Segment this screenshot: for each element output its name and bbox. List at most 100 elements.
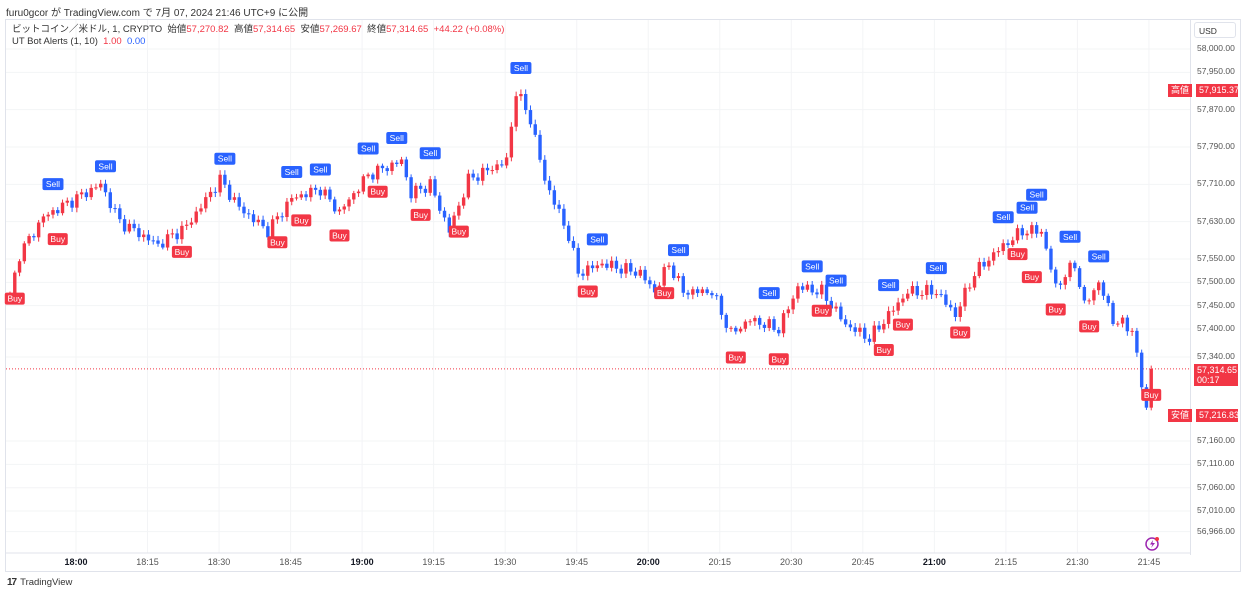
candle-body bbox=[390, 162, 394, 172]
candle-body bbox=[853, 327, 857, 332]
candle-body bbox=[614, 260, 619, 269]
candle-body bbox=[347, 199, 351, 207]
candle-body bbox=[189, 222, 194, 225]
candle-body bbox=[70, 200, 74, 208]
candle-body bbox=[199, 208, 203, 212]
candle-body bbox=[161, 243, 165, 248]
open-label: 始値 bbox=[167, 24, 187, 35]
candle-body bbox=[328, 189, 332, 200]
signal-label: Buy bbox=[876, 345, 891, 355]
candle-body bbox=[56, 210, 60, 214]
candle-body bbox=[896, 302, 900, 311]
candle-body bbox=[710, 293, 714, 296]
candle-body bbox=[643, 269, 647, 281]
low-tag-label: 安値 bbox=[1168, 409, 1193, 422]
sell-signal: Sell bbox=[214, 152, 236, 165]
signal-label: Sell bbox=[390, 133, 404, 143]
signal-box bbox=[448, 225, 469, 238]
candle-body bbox=[1063, 277, 1067, 285]
low-value: 57,269.67 bbox=[319, 24, 362, 35]
sell-signal: Sell bbox=[1088, 250, 1110, 263]
candle-body bbox=[1006, 243, 1010, 246]
candle-body bbox=[1120, 317, 1125, 324]
price-label: 57,340.00 bbox=[1197, 351, 1235, 362]
open-value: 57,270.82 bbox=[186, 24, 229, 35]
buy-signal: Buy bbox=[1141, 388, 1162, 401]
candle-body bbox=[142, 234, 146, 238]
candle-body bbox=[1068, 262, 1072, 278]
candle-body bbox=[953, 307, 958, 317]
lightning-alert-icon[interactable] bbox=[1144, 535, 1162, 553]
sell-signal: Sell bbox=[925, 262, 947, 275]
buy-signal: Buy bbox=[329, 229, 350, 242]
price-axis[interactable] bbox=[1190, 20, 1240, 555]
candle-body bbox=[1073, 262, 1077, 269]
currency-button[interactable]: USD bbox=[1194, 22, 1236, 38]
candle-body bbox=[767, 319, 771, 328]
candle-body bbox=[753, 317, 757, 322]
candle-body bbox=[648, 280, 652, 285]
symbol[interactable]: ビットコイン／米ドル, 1, CRYPTO bbox=[12, 24, 163, 35]
candle-body bbox=[715, 295, 719, 297]
candle-body bbox=[237, 197, 241, 207]
buy-signal: Buy bbox=[1045, 303, 1066, 316]
candle-body bbox=[294, 197, 299, 199]
buy-signal: Buy bbox=[171, 245, 192, 258]
high-tag-value: 57,915.37 bbox=[1196, 84, 1239, 97]
signal-box bbox=[281, 166, 303, 179]
signal-label: Sell bbox=[361, 144, 375, 154]
candle-body bbox=[261, 219, 265, 227]
candle-body bbox=[375, 165, 380, 180]
candle-body bbox=[1106, 295, 1110, 303]
buy-signal: Buy bbox=[873, 343, 894, 356]
buy-signal: Buy bbox=[410, 208, 431, 221]
signal-label: Buy bbox=[657, 288, 672, 298]
last-price-tag: 57,314.65 bbox=[1197, 365, 1238, 375]
signal-box bbox=[992, 211, 1014, 224]
signal-label: Sell bbox=[590, 234, 604, 244]
signal-box bbox=[1079, 320, 1100, 333]
candle-body bbox=[471, 173, 475, 178]
candle-body bbox=[122, 219, 127, 232]
sell-signal: Sell bbox=[1016, 201, 1038, 214]
buy-signal: Buy bbox=[1007, 248, 1028, 261]
candle-body bbox=[395, 162, 399, 164]
candle-body bbox=[777, 329, 781, 334]
candle-body bbox=[247, 213, 251, 215]
candle-body bbox=[991, 252, 996, 261]
candle-body bbox=[366, 174, 370, 177]
signal-box bbox=[668, 244, 689, 257]
candle-body bbox=[934, 294, 939, 296]
candle-body bbox=[1097, 282, 1101, 291]
signal-label: Buy bbox=[814, 306, 829, 316]
signal-label: Sell bbox=[1020, 203, 1034, 213]
candle-body bbox=[75, 194, 79, 208]
price-label: 57,160.00 bbox=[1197, 435, 1235, 446]
candle-body bbox=[519, 94, 523, 97]
signal-label: Buy bbox=[452, 227, 467, 237]
candle-body bbox=[996, 251, 1001, 253]
candle-body bbox=[485, 167, 490, 171]
signal-label: Buy bbox=[953, 327, 968, 337]
candle-body bbox=[538, 134, 542, 160]
candle-body bbox=[1054, 269, 1058, 284]
indicator-name[interactable]: UT Bot Alerts (1, 10) bbox=[12, 36, 98, 47]
candle-body bbox=[151, 240, 155, 242]
signal-label: Sell bbox=[1092, 251, 1106, 261]
chart-legend: ビットコイン／米ドル, 1, CRYPTO 始値57,270.82 高値57,3… bbox=[12, 24, 504, 48]
signal-label: Sell bbox=[1063, 232, 1077, 242]
candle-body bbox=[901, 298, 905, 303]
candle-body bbox=[333, 199, 337, 212]
close-label: 終値 bbox=[367, 24, 387, 35]
signal-box bbox=[214, 152, 236, 165]
candle-body bbox=[17, 261, 22, 273]
candle-body bbox=[571, 240, 576, 248]
signal-box bbox=[925, 262, 947, 275]
candle-body bbox=[1077, 268, 1082, 287]
signal-box bbox=[267, 236, 288, 249]
price-chart[interactable]: Buy Buy Buy Buy Buy Buy Buy Buy Buy Buy Buy Buy Buy B… bbox=[0, 0, 1190, 555]
high-value: 57,314.65 bbox=[252, 24, 296, 35]
candle-body bbox=[695, 289, 700, 294]
candle-body bbox=[686, 292, 690, 295]
signal-box bbox=[1026, 188, 1048, 201]
